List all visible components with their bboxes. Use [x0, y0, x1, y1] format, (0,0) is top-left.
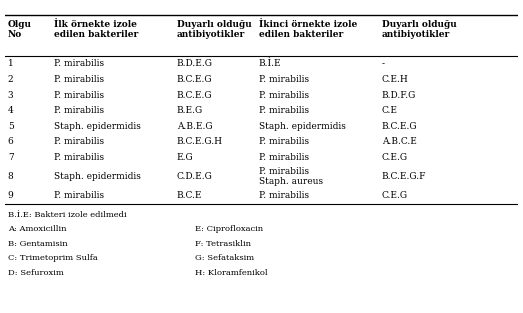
- Text: B.C.E: B.C.E: [177, 191, 202, 200]
- Text: Duyarlı olduğu
antibiyotikler: Duyarlı olduğu antibiyotikler: [382, 20, 457, 39]
- Text: P. mirabilis: P. mirabilis: [54, 90, 104, 100]
- Text: H: Kloramfenikol: H: Kloramfenikol: [195, 269, 267, 277]
- Text: P. mirabilis: P. mirabilis: [259, 191, 309, 200]
- Text: A: Amoxicillin: A: Amoxicillin: [8, 225, 66, 233]
- Text: E: Ciprofloxacin: E: Ciprofloxacin: [195, 225, 263, 233]
- Text: G: Sefataksim: G: Sefataksim: [195, 254, 254, 262]
- Text: Staph. epidermidis: Staph. epidermidis: [259, 122, 346, 131]
- Text: P. mirabilis: P. mirabilis: [54, 75, 104, 84]
- Text: 8: 8: [8, 172, 14, 181]
- Text: P. mirabilis: P. mirabilis: [259, 75, 309, 84]
- Text: Staph. epidermidis: Staph. epidermidis: [54, 122, 141, 131]
- Text: B.C.E.G.F: B.C.E.G.F: [382, 172, 426, 181]
- Text: 1: 1: [8, 59, 14, 68]
- Text: P. mirabilis: P. mirabilis: [54, 106, 104, 115]
- Text: 3: 3: [8, 90, 14, 100]
- Text: B.İ.E: Bakteri izole edilmedi: B.İ.E: Bakteri izole edilmedi: [8, 211, 127, 219]
- Text: P. mirabilis: P. mirabilis: [54, 191, 104, 200]
- Text: -: -: [382, 59, 385, 68]
- Text: P. mirabilis: P. mirabilis: [54, 137, 104, 146]
- Text: P. mirabilis: P. mirabilis: [54, 153, 104, 162]
- Text: B.D.E.G: B.D.E.G: [177, 59, 213, 68]
- Text: İlk örnekte izole
edilen bakteriler: İlk örnekte izole edilen bakteriler: [54, 20, 138, 39]
- Text: 5: 5: [8, 122, 14, 131]
- Text: 7: 7: [8, 153, 14, 162]
- Text: C.E.G: C.E.G: [382, 191, 408, 200]
- Text: P. mirabilis: P. mirabilis: [259, 90, 309, 100]
- Text: C.E.H: C.E.H: [382, 75, 408, 84]
- Text: İkinci örnekte izole
edilen bakteriler: İkinci örnekte izole edilen bakteriler: [259, 20, 357, 39]
- Text: P. mirabilis: P. mirabilis: [54, 59, 104, 68]
- Text: P. mirabilis
Staph. aureus: P. mirabilis Staph. aureus: [259, 167, 323, 186]
- Text: D: Sefuroxim: D: Sefuroxim: [8, 269, 63, 277]
- Text: E.G: E.G: [177, 153, 194, 162]
- Text: C.E.G: C.E.G: [382, 153, 408, 162]
- Text: B.C.E.G: B.C.E.G: [382, 122, 417, 131]
- Text: P. mirabilis: P. mirabilis: [259, 137, 309, 146]
- Text: C.D.E.G: C.D.E.G: [177, 172, 213, 181]
- Text: 9: 9: [8, 191, 14, 200]
- Text: P. mirabilis: P. mirabilis: [259, 106, 309, 115]
- Text: B.E.G: B.E.G: [177, 106, 203, 115]
- Text: B.C.E.G.H: B.C.E.G.H: [177, 137, 223, 146]
- Text: 4: 4: [8, 106, 14, 115]
- Text: F: Tetrasiklin: F: Tetrasiklin: [195, 240, 251, 248]
- Text: Staph. epidermidis: Staph. epidermidis: [54, 172, 141, 181]
- Text: B.İ.E: B.İ.E: [259, 59, 281, 68]
- Text: B.C.E.G: B.C.E.G: [177, 75, 212, 84]
- Text: 6: 6: [8, 137, 14, 146]
- Text: A.B.C.E: A.B.C.E: [382, 137, 417, 146]
- Text: P. mirabilis: P. mirabilis: [259, 153, 309, 162]
- Text: Duyarlı olduğu
antibiyotikler: Duyarlı olduğu antibiyotikler: [177, 20, 252, 39]
- Text: B.D.F.G: B.D.F.G: [382, 90, 416, 100]
- Text: C: Trimetoprim Sulfa: C: Trimetoprim Sulfa: [8, 254, 98, 262]
- Text: A.B.E.G: A.B.E.G: [177, 122, 212, 131]
- Text: B: Gentamisin: B: Gentamisin: [8, 240, 67, 248]
- Text: C.E: C.E: [382, 106, 398, 115]
- Text: Olgu
No: Olgu No: [8, 20, 32, 39]
- Text: 2: 2: [8, 75, 14, 84]
- Text: B.C.E.G: B.C.E.G: [177, 90, 212, 100]
